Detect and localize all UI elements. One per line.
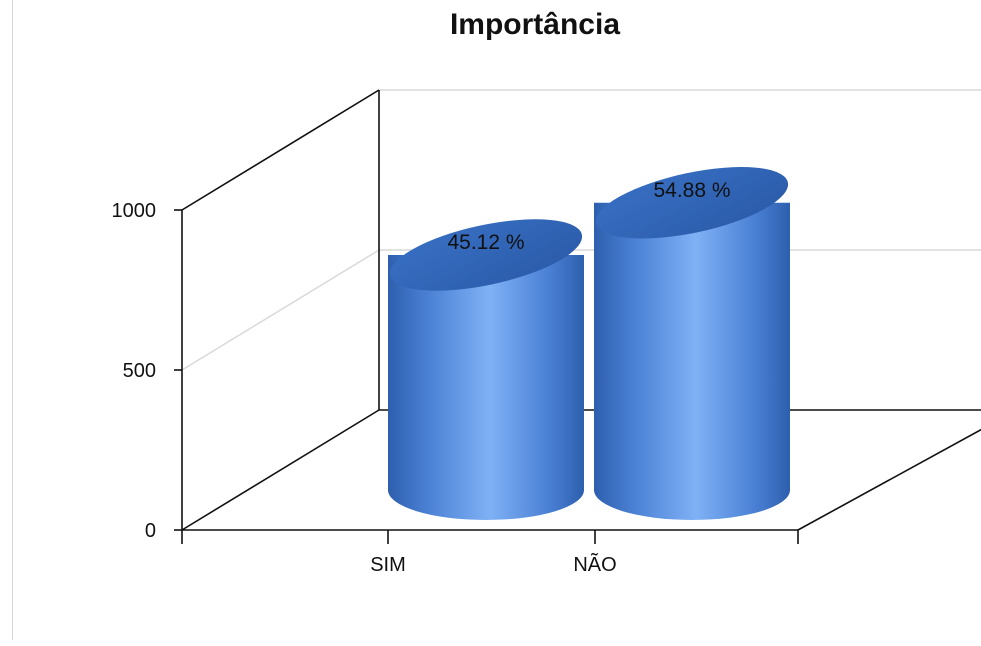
- bar-body-sim: [388, 254, 584, 520]
- floor-right-edge: [797, 428, 981, 531]
- floor-left-edge: [181, 409, 380, 531]
- y-tick-label-500: 500: [123, 360, 156, 382]
- y-tick-label-0: 0: [145, 520, 156, 542]
- chart-title: Importância: [449, 8, 621, 41]
- chart-frame-border: [12, 0, 13, 640]
- x-tick-label-não: NÃO: [573, 552, 616, 576]
- wall-top-edge: [181, 89, 380, 211]
- data-label-sim: 45.12 %: [447, 231, 524, 254]
- labels-layer: 0 500 1000 45.12 % SIM 54.88 % NÃO: [112, 179, 731, 576]
- y-tick-label-1000: 1000: [112, 200, 157, 222]
- data-label-não: 54.88 %: [653, 179, 730, 202]
- bar-top-não: [595, 167, 789, 239]
- bar-sim: [388, 219, 584, 520]
- bars-layer: [388, 167, 790, 520]
- bar-top-sim: [389, 219, 583, 291]
- x-tick-label-sim: SIM: [370, 554, 406, 576]
- bar-não: [594, 167, 790, 520]
- bar-body-não: [594, 202, 790, 520]
- gridline-wall-500: [181, 249, 380, 371]
